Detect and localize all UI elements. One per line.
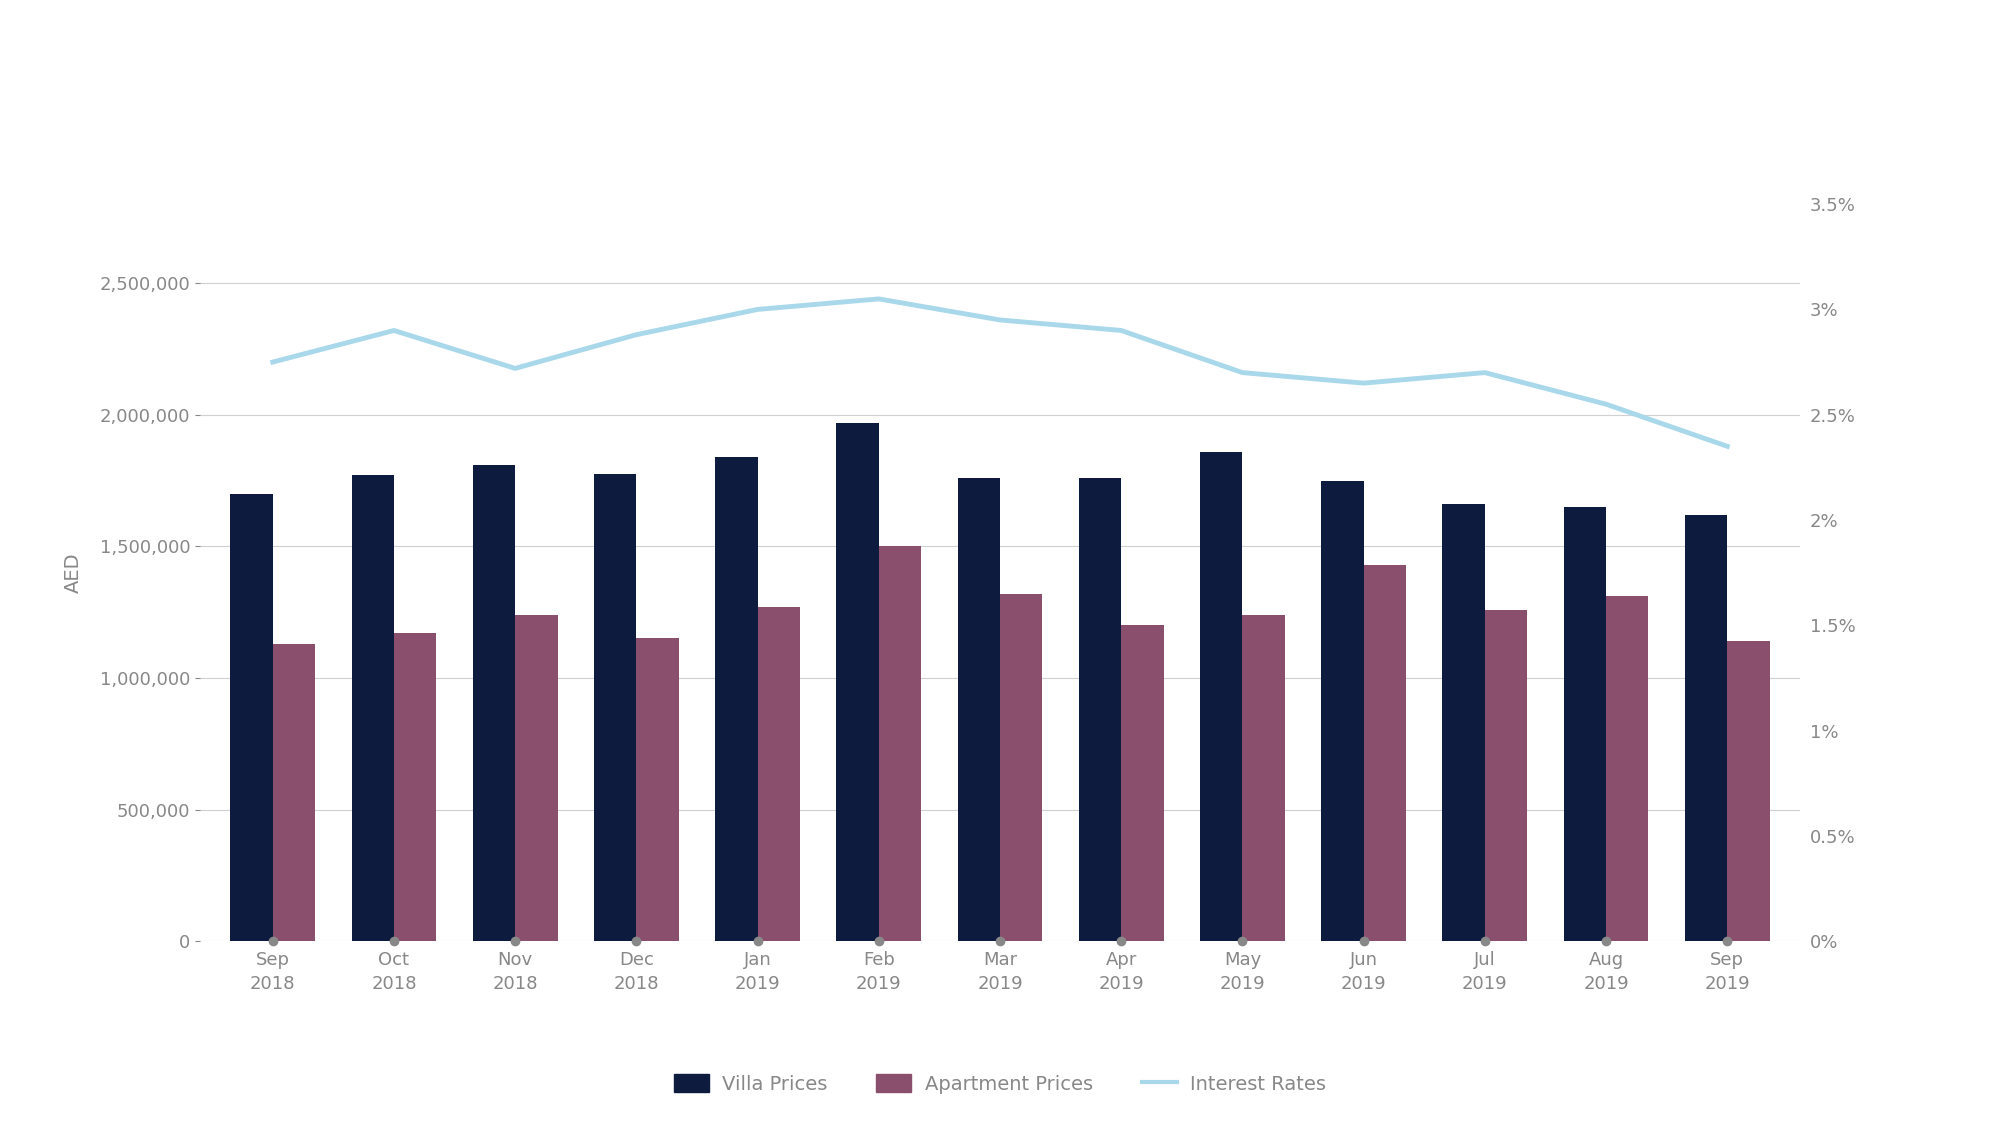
Bar [394,633,436,941]
Bar [836,423,878,941]
Bar [1564,507,1606,941]
Bar [352,475,394,941]
Bar [472,465,516,941]
Bar [1242,615,1284,941]
Bar [1078,477,1122,941]
Text: DUBAI PROPERTY PRICES AND INTEREST RATES, 2018-2019: DUBAI PROPERTY PRICES AND INTEREST RATES… [396,45,1604,79]
Bar [716,457,758,941]
Bar [1122,625,1164,941]
Bar [1000,594,1042,941]
Bar [1728,641,1770,941]
Bar [878,547,922,941]
Bar [1364,565,1406,941]
Bar [594,474,636,941]
Bar [1484,609,1528,941]
Y-axis label: AED: AED [64,552,82,593]
Bar [1684,515,1728,941]
Bar [516,615,558,941]
Bar [1322,481,1364,941]
Bar [1606,596,1648,941]
Bar [1442,505,1484,941]
Bar [636,638,678,941]
Bar [958,477,1000,941]
Bar [272,644,316,941]
Legend: Villa Prices, Apartment Prices, Interest Rates: Villa Prices, Apartment Prices, Interest… [666,1067,1334,1101]
Bar [758,607,800,941]
Bar [1200,451,1242,941]
Bar [230,493,272,941]
